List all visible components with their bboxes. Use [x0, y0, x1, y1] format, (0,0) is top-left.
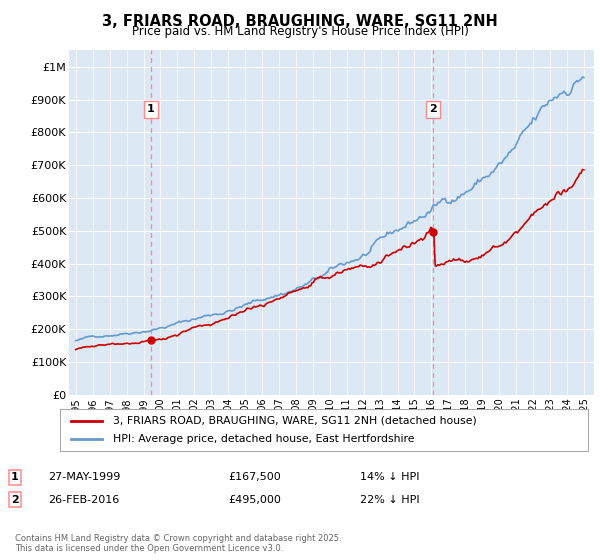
Text: 1: 1 [11, 472, 19, 482]
Text: 14% ↓ HPI: 14% ↓ HPI [360, 472, 419, 482]
Text: 3, FRIARS ROAD, BRAUGHING, WARE, SG11 2NH (detached house): 3, FRIARS ROAD, BRAUGHING, WARE, SG11 2N… [113, 416, 476, 426]
Text: 2: 2 [11, 494, 19, 505]
Text: 27-MAY-1999: 27-MAY-1999 [48, 472, 121, 482]
Text: 26-FEB-2016: 26-FEB-2016 [48, 494, 119, 505]
Text: Price paid vs. HM Land Registry's House Price Index (HPI): Price paid vs. HM Land Registry's House … [131, 25, 469, 38]
Text: 1: 1 [147, 105, 155, 114]
Text: £495,000: £495,000 [228, 494, 281, 505]
Text: Contains HM Land Registry data © Crown copyright and database right 2025.
This d: Contains HM Land Registry data © Crown c… [15, 534, 341, 553]
Text: 22% ↓ HPI: 22% ↓ HPI [360, 494, 419, 505]
Text: 3, FRIARS ROAD, BRAUGHING, WARE, SG11 2NH: 3, FRIARS ROAD, BRAUGHING, WARE, SG11 2N… [102, 14, 498, 29]
Text: £167,500: £167,500 [228, 472, 281, 482]
Text: HPI: Average price, detached house, East Hertfordshire: HPI: Average price, detached house, East… [113, 434, 415, 444]
Text: 2: 2 [430, 105, 437, 114]
